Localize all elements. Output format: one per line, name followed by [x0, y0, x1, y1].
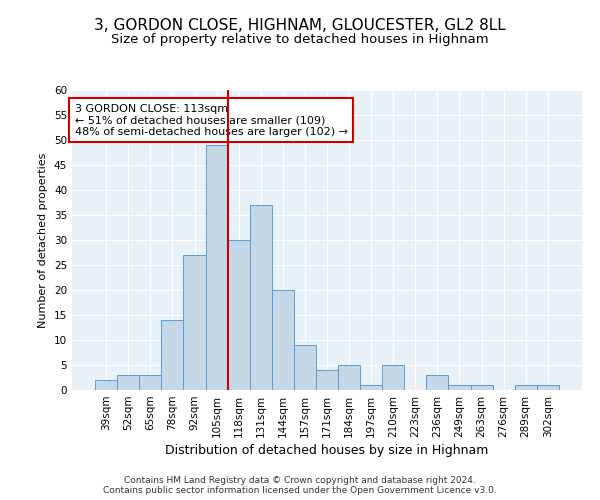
Bar	[515, 385, 537, 390]
Bar	[184, 255, 206, 390]
Bar	[382, 365, 404, 390]
Text: Size of property relative to detached houses in Highnam: Size of property relative to detached ho…	[111, 32, 489, 46]
Bar	[294, 345, 316, 390]
Bar	[250, 205, 272, 390]
Bar	[206, 145, 227, 390]
Bar	[338, 365, 360, 390]
Bar	[470, 385, 493, 390]
Bar	[537, 385, 559, 390]
Bar	[360, 385, 382, 390]
Bar	[95, 380, 117, 390]
Y-axis label: Number of detached properties: Number of detached properties	[38, 152, 49, 328]
Bar	[448, 385, 470, 390]
Text: 3, GORDON CLOSE, HIGHNAM, GLOUCESTER, GL2 8LL: 3, GORDON CLOSE, HIGHNAM, GLOUCESTER, GL…	[94, 18, 506, 32]
Bar	[427, 375, 448, 390]
Text: Contains HM Land Registry data © Crown copyright and database right 2024.
Contai: Contains HM Land Registry data © Crown c…	[103, 476, 497, 495]
Bar	[272, 290, 294, 390]
Bar	[316, 370, 338, 390]
Text: 3 GORDON CLOSE: 113sqm
← 51% of detached houses are smaller (109)
48% of semi-de: 3 GORDON CLOSE: 113sqm ← 51% of detached…	[74, 104, 347, 136]
Bar	[139, 375, 161, 390]
Bar	[161, 320, 184, 390]
Bar	[227, 240, 250, 390]
X-axis label: Distribution of detached houses by size in Highnam: Distribution of detached houses by size …	[166, 444, 488, 457]
Bar	[117, 375, 139, 390]
